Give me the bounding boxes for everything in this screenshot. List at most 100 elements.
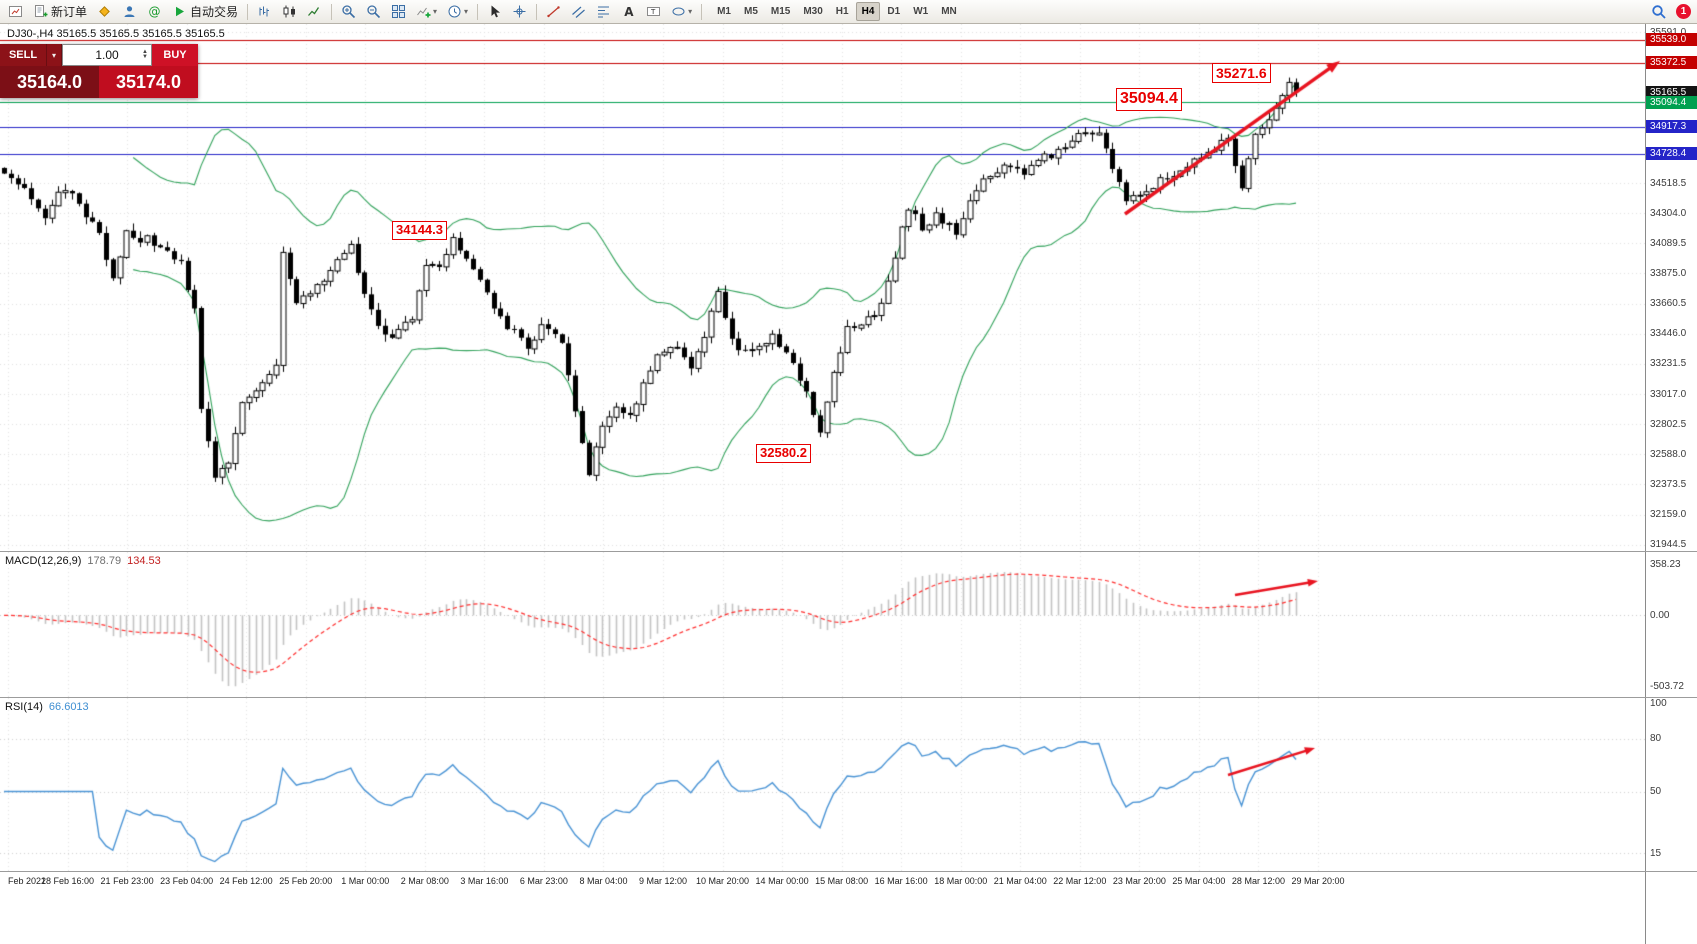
- new-order-icon: [35, 5, 48, 17]
- sell-price[interactable]: 35164.0: [0, 66, 99, 98]
- toolbar-separator: [477, 3, 479, 20]
- axis-label: 32373.5: [1650, 478, 1687, 490]
- clock-icon: [448, 5, 461, 18]
- pane-separator[interactable]: [0, 551, 1697, 552]
- timeframe-w1-button[interactable]: W1: [913, 6, 929, 17]
- line-chart-button[interactable]: [303, 1, 326, 23]
- channel-button[interactable]: [567, 1, 590, 23]
- time-label: 1 Mar 00:00: [341, 876, 390, 886]
- chart-window-button[interactable]: [4, 1, 27, 23]
- time-label: 18 Feb 16:00: [41, 876, 95, 886]
- indicators-button[interactable]: ▾: [412, 1, 441, 23]
- candlestick-icon: [283, 5, 296, 18]
- axis-label: 34518.5: [1650, 177, 1687, 189]
- time-label: 18 Mar 00:00: [934, 876, 988, 886]
- chevron-down-icon: ▾: [433, 7, 438, 16]
- macd-name: MACD(12,26,9): [5, 555, 82, 567]
- auto-trading-button[interactable]: 自动交易: [168, 1, 242, 23]
- buy-price[interactable]: 35174.0: [99, 66, 198, 98]
- axis-label: 33231.5: [1650, 358, 1687, 370]
- bar-chart-button[interactable]: [253, 1, 276, 23]
- axis-label: 358.23: [1650, 559, 1681, 571]
- zoom-in-button[interactable]: [337, 1, 360, 23]
- indicators-icon: [417, 7, 431, 18]
- timeframe-h4-button[interactable]: H4: [855, 2, 881, 21]
- crosshair-button[interactable]: [508, 1, 531, 23]
- rsi-indicator-canvas[interactable]: [0, 698, 1645, 871]
- chart-title: DJ30-,H4 35165.5 35165.5 35165.5 35165.5: [7, 28, 225, 40]
- timeframe-group: M1 M5 M15 M30 H1 H4 D1 W1 MN: [711, 2, 963, 21]
- time-label: 25 Feb 20:00: [279, 876, 333, 886]
- time-label: 8 Mar 04:00: [579, 876, 628, 886]
- pane-separator[interactable]: [0, 697, 1697, 698]
- svg-text:T: T: [650, 8, 656, 16]
- axis-label: 32588.0: [1650, 448, 1687, 460]
- crosshair-icon: [513, 5, 526, 18]
- time-label: 9 Mar 12:00: [638, 876, 688, 886]
- timeframe-d1-button[interactable]: D1: [887, 6, 901, 17]
- auto-trading-label: 自动交易: [190, 5, 239, 19]
- cursor-button[interactable]: [483, 1, 506, 23]
- price-annotation[interactable]: 35271.6: [1212, 63, 1271, 84]
- tile-windows-button[interactable]: [387, 1, 410, 23]
- periods-button[interactable]: ▾: [443, 1, 472, 23]
- timeframe-mn-button[interactable]: MN: [941, 6, 957, 17]
- rsi-indicator-label: RSI(14) 66.6013: [5, 701, 89, 713]
- axis-label: 32159.0: [1650, 509, 1687, 521]
- volume-steppers[interactable]: ▲ ▼: [142, 49, 148, 60]
- new-order-button[interactable]: 新订单: [29, 1, 91, 23]
- notification-badge[interactable]: 1: [1676, 4, 1691, 19]
- buy-button[interactable]: BUY: [152, 44, 198, 66]
- macd-indicator-canvas[interactable]: [0, 552, 1645, 697]
- search-button[interactable]: [1647, 1, 1671, 23]
- bar-chart-icon: [259, 6, 270, 17]
- shapes-button[interactable]: ▾: [667, 1, 696, 23]
- time-label: 25 Mar 04:00: [1172, 876, 1226, 886]
- axis-label: 31944.5: [1650, 539, 1687, 551]
- order-type-dropdown[interactable]: ▾: [47, 44, 62, 66]
- toolbar-separator: [331, 3, 333, 20]
- time-axis[interactable]: Feb 2022 18 Feb 16:00 21 Feb 23:00 23 Feb 0…: [0, 872, 1645, 892]
- price-axis[interactable]: 35591.0 34518.5 34304.0 34089.5 33875.0 33660…: [1645, 24, 1697, 944]
- axis-label: 34089.5: [1650, 237, 1687, 249]
- price-badge: 35539.0: [1646, 33, 1697, 47]
- zoom-out-button[interactable]: [362, 1, 385, 23]
- text-icon: A: [624, 5, 634, 19]
- price-annotation[interactable]: 32580.2: [756, 444, 811, 463]
- price-chart-canvas[interactable]: [0, 24, 1645, 551]
- fibonacci-button[interactable]: [592, 1, 615, 23]
- metaeditor-button[interactable]: [93, 1, 116, 23]
- toolbar-right-group: 1: [1647, 1, 1693, 23]
- text-tool-button[interactable]: A: [617, 1, 640, 23]
- candlestick-chart-button[interactable]: [278, 1, 301, 23]
- macd-indicator-label: MACD(12,26,9) 178.79 134.53: [5, 555, 161, 567]
- trendline-button[interactable]: [542, 1, 565, 23]
- cursor-icon: [491, 5, 501, 18]
- price-annotation[interactable]: 35094.4: [1116, 88, 1182, 111]
- community-button[interactable]: @: [143, 1, 166, 23]
- price-badge: 35165.5: [1646, 85, 1697, 99]
- timeframe-m30-button[interactable]: M30: [803, 6, 823, 17]
- profile-button[interactable]: [118, 1, 141, 23]
- timeframe-m5-button[interactable]: M5: [743, 6, 758, 17]
- time-label: 23 Mar 20:00: [1112, 876, 1166, 886]
- search-icon: [1652, 4, 1666, 19]
- chart-window-icon: [9, 6, 22, 17]
- timeframe-m1-button[interactable]: M1: [717, 6, 731, 17]
- time-label: 21 Mar 04:00: [993, 876, 1047, 886]
- volume-input[interactable]: 1.00 ▲ ▼: [62, 44, 152, 66]
- price-annotation[interactable]: 34144.3: [392, 221, 447, 240]
- axis-label: 100: [1650, 697, 1667, 709]
- time-label: 24 Feb 12:00: [219, 876, 273, 886]
- stepper-up-icon[interactable]: ▲: [142, 49, 148, 55]
- timeframe-h1-button[interactable]: H1: [835, 6, 849, 17]
- axis-label: 32802.5: [1650, 418, 1687, 430]
- stepper-down-icon[interactable]: ▼: [142, 54, 148, 60]
- label-tool-button[interactable]: T: [642, 1, 665, 23]
- time-label: 23 Feb 04:00: [160, 876, 214, 886]
- sell-button[interactable]: SELL: [0, 44, 47, 66]
- trendline-icon: [547, 6, 560, 18]
- timeframe-m15-button[interactable]: M15: [770, 6, 791, 17]
- time-label: 10 Mar 20:00: [696, 876, 750, 886]
- pane-separator: [0, 871, 1697, 872]
